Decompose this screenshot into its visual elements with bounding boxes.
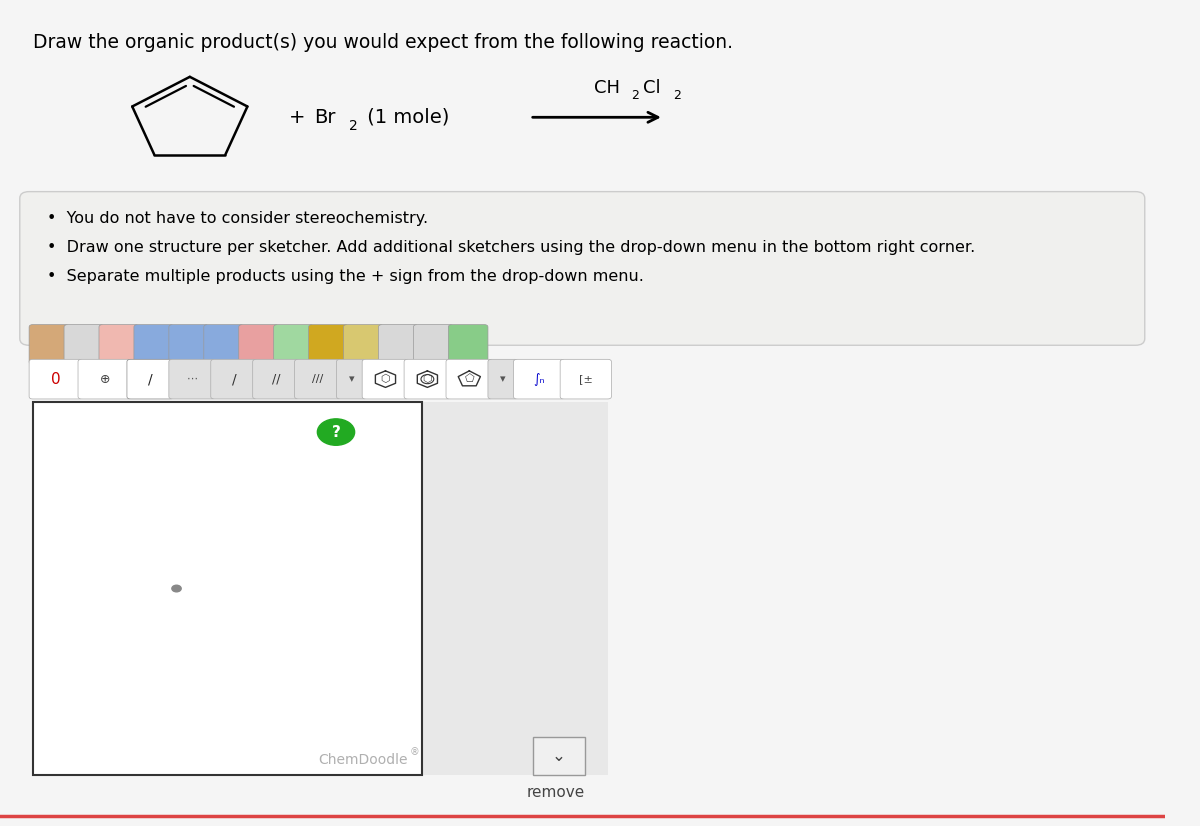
Text: remove: remove bbox=[527, 786, 584, 800]
Text: ▾: ▾ bbox=[500, 374, 506, 384]
FancyBboxPatch shape bbox=[169, 325, 209, 364]
Text: ChemDoodle: ChemDoodle bbox=[318, 753, 408, 767]
Text: ?: ? bbox=[331, 425, 341, 439]
FancyBboxPatch shape bbox=[29, 325, 68, 364]
Text: ⬠: ⬠ bbox=[464, 374, 474, 384]
FancyBboxPatch shape bbox=[295, 359, 341, 399]
Text: ⌄: ⌄ bbox=[552, 747, 566, 765]
FancyBboxPatch shape bbox=[414, 325, 454, 364]
FancyBboxPatch shape bbox=[169, 359, 216, 399]
Text: ▾: ▾ bbox=[349, 374, 354, 384]
FancyBboxPatch shape bbox=[378, 325, 418, 364]
FancyBboxPatch shape bbox=[488, 359, 518, 399]
FancyBboxPatch shape bbox=[78, 359, 132, 399]
FancyBboxPatch shape bbox=[446, 359, 493, 399]
Bar bbox=[32, 402, 421, 775]
FancyBboxPatch shape bbox=[29, 359, 83, 399]
FancyBboxPatch shape bbox=[336, 359, 367, 399]
Text: CH: CH bbox=[594, 79, 620, 97]
Text: 2: 2 bbox=[673, 89, 680, 102]
FancyBboxPatch shape bbox=[560, 359, 611, 399]
FancyBboxPatch shape bbox=[404, 359, 451, 399]
FancyBboxPatch shape bbox=[514, 359, 565, 399]
Text: +: + bbox=[289, 107, 305, 127]
FancyBboxPatch shape bbox=[211, 359, 257, 399]
Text: [±: [± bbox=[578, 374, 593, 384]
Text: ®: ® bbox=[410, 748, 420, 757]
FancyBboxPatch shape bbox=[134, 325, 174, 364]
FancyBboxPatch shape bbox=[362, 359, 409, 399]
Text: ⊕: ⊕ bbox=[100, 373, 110, 386]
Text: /: / bbox=[148, 373, 152, 386]
Text: ∫ₙ: ∫ₙ bbox=[534, 373, 545, 386]
FancyBboxPatch shape bbox=[19, 192, 1145, 345]
FancyBboxPatch shape bbox=[127, 359, 174, 399]
Text: •  Separate multiple products using the + sign from the drop-down menu.: • Separate multiple products using the +… bbox=[47, 269, 643, 284]
FancyBboxPatch shape bbox=[204, 325, 244, 364]
FancyBboxPatch shape bbox=[274, 325, 313, 364]
Text: Draw the organic product(s) you would expect from the following reaction.: Draw the organic product(s) you would ex… bbox=[32, 33, 733, 52]
Text: ⬡: ⬡ bbox=[422, 374, 432, 384]
Text: •  Draw one structure per sketcher. Add additional sketchers using the drop-down: • Draw one structure per sketcher. Add a… bbox=[47, 240, 974, 255]
Circle shape bbox=[172, 585, 181, 591]
FancyBboxPatch shape bbox=[253, 359, 299, 399]
Text: /: / bbox=[232, 373, 236, 386]
Text: (1 mole): (1 mole) bbox=[361, 107, 449, 127]
Text: ///: /// bbox=[312, 374, 324, 384]
FancyBboxPatch shape bbox=[64, 325, 103, 364]
FancyBboxPatch shape bbox=[239, 325, 278, 364]
Text: 2: 2 bbox=[349, 119, 358, 132]
Text: 0: 0 bbox=[52, 372, 61, 387]
FancyBboxPatch shape bbox=[449, 325, 488, 364]
Circle shape bbox=[317, 419, 355, 445]
Text: ⋯: ⋯ bbox=[186, 374, 198, 384]
Text: Cl: Cl bbox=[643, 79, 660, 97]
Text: •  You do not have to consider stereochemistry.: • You do not have to consider stereochem… bbox=[47, 211, 427, 226]
Text: Br: Br bbox=[314, 107, 336, 127]
FancyBboxPatch shape bbox=[343, 325, 383, 364]
Text: //: // bbox=[271, 373, 281, 386]
Bar bbox=[421, 402, 608, 775]
Text: ⬡: ⬡ bbox=[380, 374, 390, 384]
FancyBboxPatch shape bbox=[308, 325, 348, 364]
FancyBboxPatch shape bbox=[98, 325, 138, 364]
Bar bbox=[533, 737, 584, 775]
Text: 2: 2 bbox=[631, 89, 640, 102]
